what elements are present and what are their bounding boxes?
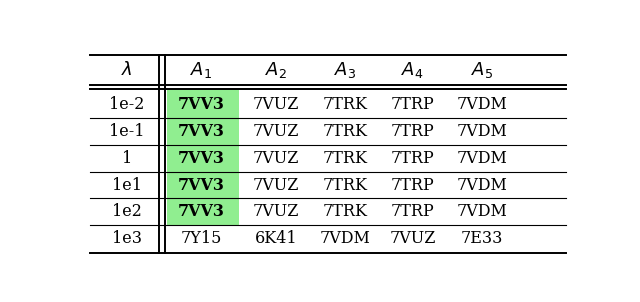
Bar (166, 89, 239, 118)
Text: 7VDM: 7VDM (456, 150, 507, 167)
Text: 1e2: 1e2 (112, 203, 142, 220)
Bar (166, 145, 239, 172)
Text: 1e1: 1e1 (112, 177, 142, 194)
Text: $A_5$: $A_5$ (470, 60, 493, 80)
Text: 7VUZ: 7VUZ (253, 150, 299, 167)
Text: $\lambda$: $\lambda$ (122, 61, 133, 79)
Text: 7VDM: 7VDM (320, 230, 371, 247)
Text: 7VUZ: 7VUZ (253, 177, 299, 194)
Bar (166, 198, 239, 225)
Text: 7TRP: 7TRP (390, 123, 434, 140)
Text: 7VV3: 7VV3 (178, 203, 225, 220)
Text: 7VDM: 7VDM (456, 123, 507, 140)
Bar (166, 172, 239, 198)
Text: 7VV3: 7VV3 (178, 96, 225, 113)
Text: 7TRK: 7TRK (323, 150, 368, 167)
Text: 1: 1 (122, 150, 132, 167)
Text: 7VDM: 7VDM (456, 96, 507, 113)
Text: $A_4$: $A_4$ (401, 60, 424, 80)
Text: $A_2$: $A_2$ (265, 60, 287, 80)
Text: 7VV3: 7VV3 (178, 177, 225, 194)
Text: 1e3: 1e3 (112, 230, 142, 247)
Bar (166, 118, 239, 145)
Text: 7VDM: 7VDM (456, 177, 507, 194)
Text: 7TRK: 7TRK (323, 203, 368, 220)
Text: $A_1$: $A_1$ (191, 60, 212, 80)
Text: 7VUZ: 7VUZ (389, 230, 435, 247)
Text: 7TRK: 7TRK (323, 177, 368, 194)
Text: 7TRK: 7TRK (323, 123, 368, 140)
Text: 1e-2: 1e-2 (109, 96, 145, 113)
Text: 6K41: 6K41 (255, 230, 297, 247)
Text: 7VV3: 7VV3 (178, 123, 225, 140)
Text: 7VV3: 7VV3 (178, 150, 225, 167)
Text: 1e-1: 1e-1 (109, 123, 145, 140)
Text: 7VDM: 7VDM (456, 203, 507, 220)
Text: 7TRP: 7TRP (390, 96, 434, 113)
Text: 7VUZ: 7VUZ (253, 123, 299, 140)
Text: 7VUZ: 7VUZ (253, 203, 299, 220)
Text: 7TRP: 7TRP (390, 150, 434, 167)
Text: $A_3$: $A_3$ (334, 60, 356, 80)
Text: 7VUZ: 7VUZ (253, 96, 299, 113)
Text: 7TRP: 7TRP (390, 203, 434, 220)
Text: 7TRP: 7TRP (390, 177, 434, 194)
Text: 7Y15: 7Y15 (181, 230, 222, 247)
Text: 7TRK: 7TRK (323, 96, 368, 113)
Text: 7E33: 7E33 (461, 230, 503, 247)
